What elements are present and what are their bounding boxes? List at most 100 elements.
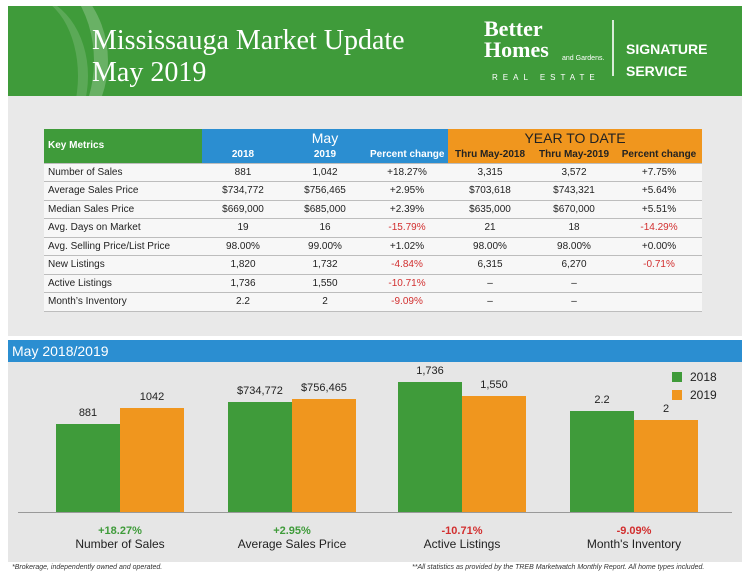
table-cell: 1,550 <box>284 274 366 293</box>
footer-statistics-note: **All statistics as provided by the TREB… <box>412 564 705 571</box>
table-cell: 18 <box>532 218 616 238</box>
bar-2019 <box>634 420 698 512</box>
table-cell: – <box>532 274 616 293</box>
table-row: Avg. Selling Price/List Price 98.00% 99.00… <box>44 237 703 256</box>
table-cell: – <box>532 292 616 312</box>
legend-swatch-2018 <box>672 372 682 382</box>
legend-item-2018: 2018 <box>672 368 717 386</box>
header-banner: Mississauga Market Update May 2019 <box>8 6 742 96</box>
table-cell: $703,618 <box>448 181 532 201</box>
bar-2018 <box>56 424 120 512</box>
legend-label-2018: 2018 <box>690 370 717 384</box>
bar-chart: 881 1042 +18.27%Number of Sales $734,772 $75… <box>18 365 732 551</box>
category-label: Number of Sales <box>75 537 164 551</box>
table-cell: 3,315 <box>448 163 532 182</box>
table-cell <box>616 292 703 312</box>
table-cell: $669,000 <box>202 200 284 219</box>
table-cell: 1,820 <box>202 255 284 275</box>
table-cell: 881 <box>202 163 284 182</box>
table-cell: +2.95% <box>366 181 448 201</box>
table-row: Number of Sales 881 1,042 +18.27% 3,315 3,572… <box>44 163 703 182</box>
table-cell: 1,736 <box>202 274 284 293</box>
metric-label: Avg. Selling Price/List Price <box>44 237 202 256</box>
table-row: Average Sales Price $734,772 $756,465 +2.95… <box>44 181 703 201</box>
table-row: Median Sales Price $669,000 $685,000 +2.39%… <box>44 200 703 219</box>
table-cell: – <box>448 292 532 312</box>
table-cell: $635,000 <box>448 200 532 219</box>
table-cell: -4.84% <box>366 255 448 275</box>
page-subtitle: May 2019 <box>92 57 207 88</box>
chart-title: May 2018/2019 <box>12 343 109 359</box>
table-cell: $756,465 <box>284 181 366 201</box>
table-row: Avg. Days on Market 19 16 -15.79% 21 18 -14.29… <box>44 218 703 238</box>
table-cell: 21 <box>448 218 532 238</box>
category-label: Active Listings <box>424 537 501 551</box>
percent-change-label: +2.95% <box>273 525 311 537</box>
data-label: 881 <box>79 407 97 419</box>
column-header: Percent change <box>366 147 448 164</box>
column-header: 2019 <box>284 147 366 164</box>
table-cell: 98.00% <box>202 237 284 256</box>
bar-2019 <box>292 399 356 512</box>
page-title: Mississauga Market Update <box>92 25 405 56</box>
data-label: 1042 <box>140 391 164 403</box>
signature-line2: SERVICE <box>626 63 688 79</box>
table-cell: $685,000 <box>284 200 366 219</box>
table-cell: 98.00% <box>448 237 532 256</box>
table-cell: 99.00% <box>284 237 366 256</box>
table-cell: +7.75% <box>616 163 703 182</box>
data-label: 1,736 <box>416 365 444 377</box>
table-cell: +1.02% <box>366 237 448 256</box>
brand-line2: Homes <box>484 37 549 62</box>
metric-label: New Listings <box>44 255 202 275</box>
table-body: Number of Sales 881 1,042 +18.27% 3,315 3,572… <box>44 163 703 312</box>
table-cell: -15.79% <box>366 218 448 238</box>
table-cell: – <box>448 274 532 293</box>
data-label: 2 <box>663 403 669 415</box>
signature-line1: SIGNATURE <box>626 41 708 57</box>
table-cell: 6,270 <box>532 255 616 275</box>
table-cell: 2.2 <box>202 292 284 312</box>
category-label: Month's Inventory <box>587 537 681 551</box>
table-cell: +18.27% <box>366 163 448 182</box>
category-label: Average Sales Price <box>238 537 347 551</box>
column-header: Thru May-2018 <box>448 147 532 164</box>
table-cell: -10.71% <box>366 274 448 293</box>
data-label: $756,465 <box>301 382 347 394</box>
may-header: May <box>202 129 448 147</box>
table-cell: +2.39% <box>366 200 448 219</box>
metric-label: Average Sales Price <box>44 181 202 201</box>
table-cell: 6,315 <box>448 255 532 275</box>
percent-change-label: -9.09% <box>617 525 652 537</box>
table-cell: $743,321 <box>532 181 616 201</box>
table-cell: 1,732 <box>284 255 366 275</box>
signature-service: SIGNATURE SERVICE <box>626 38 707 82</box>
footer-brokerage-note: *Brokerage, independently owned and oper… <box>12 564 163 571</box>
metric-label: Median Sales Price <box>44 200 202 219</box>
column-header: 2018 <box>202 147 284 164</box>
column-header: Thru May-2019 <box>532 147 616 164</box>
table-cell: -0.71% <box>616 255 703 275</box>
bar-2019 <box>120 408 184 512</box>
brand-line1: Better <box>484 16 543 41</box>
table-cell: +5.64% <box>616 181 703 201</box>
table-cell: +5.51% <box>616 200 703 219</box>
percent-change-label: -10.71% <box>442 525 483 537</box>
table-cell <box>616 274 703 293</box>
legend-swatch-2019 <box>672 390 682 400</box>
data-label: 1,550 <box>480 379 508 391</box>
table-cell: -14.29% <box>616 218 703 238</box>
data-label: 2.2 <box>594 394 609 406</box>
key-metrics-header: Key Metrics <box>44 129 202 164</box>
header-divider <box>612 20 614 76</box>
table-cell: 3,572 <box>532 163 616 182</box>
table-cell: 98.00% <box>532 237 616 256</box>
key-metrics-table: Key Metrics May YEAR TO DATE 2018 2019 P… <box>44 129 703 312</box>
table-cell: 19 <box>202 218 284 238</box>
legend-item-2019: 2019 <box>672 386 717 404</box>
metric-label: Avg. Days on Market <box>44 218 202 238</box>
table-cell: 2 <box>284 292 366 312</box>
chart-legend: 2018 2019 <box>672 368 717 404</box>
table-row: Month’s Inventory 2.2 2 -9.09% – – <box>44 292 703 312</box>
brand-logo: Better Homes and Gardens. REAL ESTATE <box>484 18 604 88</box>
